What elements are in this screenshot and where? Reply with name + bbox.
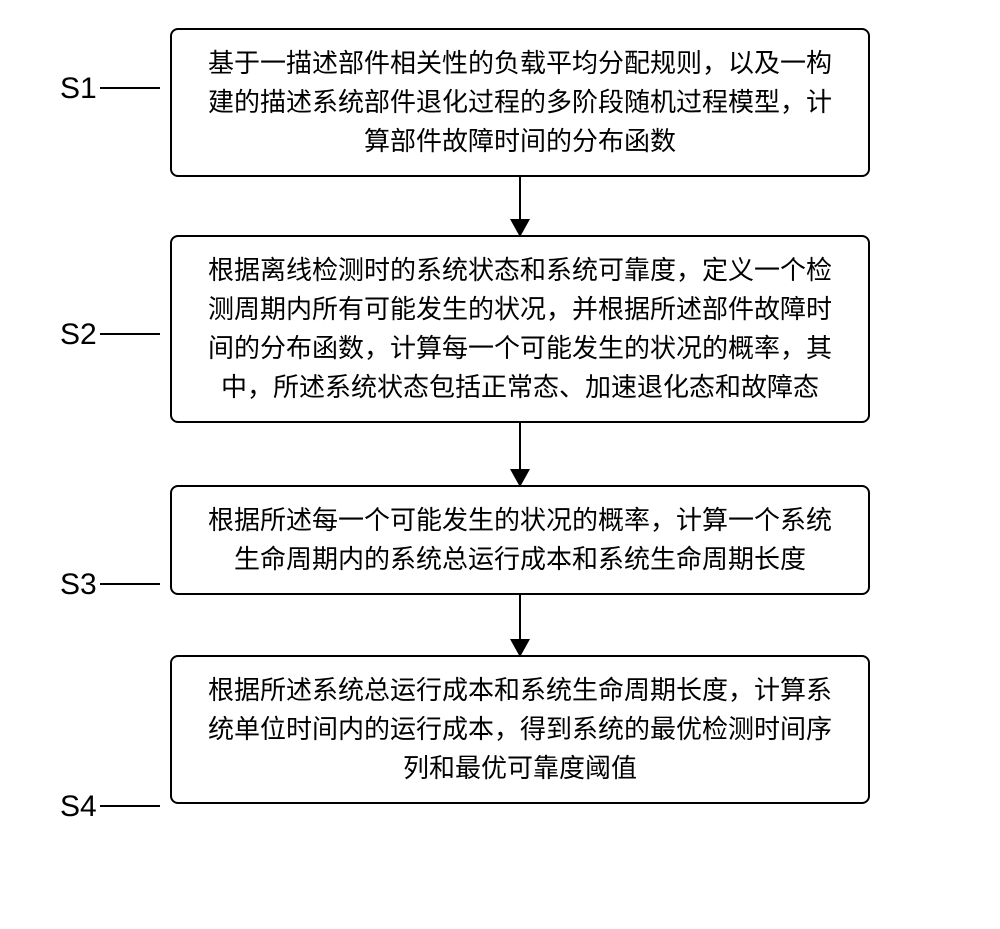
step-label-s2: S2 [60,318,97,352]
flow-arrow-2 [519,423,521,485]
step-label-s4-text: S4 [60,790,97,823]
step-label-s1: S1 [60,72,97,106]
label-connector-s2 [100,332,160,336]
step-label-s3: S3 [60,568,97,602]
label-connector-s1 [100,86,160,90]
step-label-s2-text: S2 [60,318,97,351]
flow-node-s3: 根据所述每一个可能发生的状况的概率，计算一个系统生命周期内的系统总运行成本和系统… [170,485,870,595]
flow-node-s4-text: 根据所述系统总运行成本和系统生命周期长度，计算系统单位时间内的运行成本，得到系统… [208,676,832,783]
flow-node-s1: 基于一描述部件相关性的负载平均分配规则，以及一构建的描述系统部件退化过程的多阶段… [170,28,870,177]
label-connector-s3 [100,582,160,586]
flow-node-s1-text: 基于一描述部件相关性的负载平均分配规则，以及一构建的描述系统部件退化过程的多阶段… [208,49,832,156]
label-connector-s4 [100,804,160,808]
flow-node-s3-text: 根据所述每一个可能发生的状况的概率，计算一个系统生命周期内的系统总运行成本和系统… [208,506,832,574]
flow-arrow-3 [519,595,521,655]
flow-node-s2-text: 根据离线检测时的系统状态和系统可靠度，定义一个检测周期内所有可能发生的状况，并根… [208,256,832,402]
flow-arrow-1 [519,177,521,235]
flow-node-s2: 根据离线检测时的系统状态和系统可靠度，定义一个检测周期内所有可能发生的状况，并根… [170,235,870,423]
step-label-s3-text: S3 [60,568,97,601]
flow-node-s4: 根据所述系统总运行成本和系统生命周期长度，计算系统单位时间内的运行成本，得到系统… [170,655,870,804]
step-label-s1-text: S1 [60,72,97,105]
step-label-s4: S4 [60,790,97,824]
flowchart-container: 基于一描述部件相关性的负载平均分配规则，以及一构建的描述系统部件退化过程的多阶段… [160,28,880,804]
